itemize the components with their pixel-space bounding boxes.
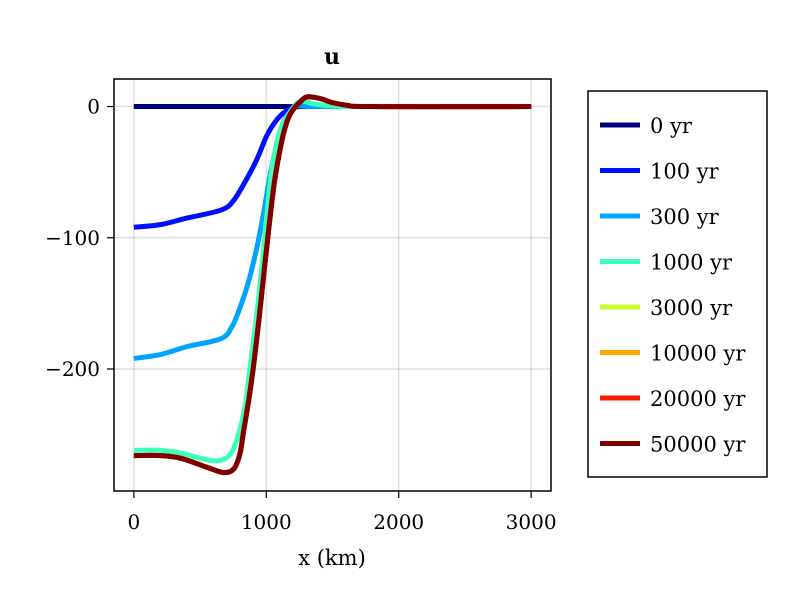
legend-label: 1000 yr [650, 251, 733, 275]
series-line-3000-yr [133, 94, 532, 476]
y-tick-label: −100 [45, 226, 100, 250]
series-line-50000-yr [133, 94, 532, 476]
y-tick-label: −200 [45, 357, 100, 381]
legend-box [587, 90, 768, 478]
series-line-20000-yr [133, 94, 532, 476]
series-line-100-yr [133, 103, 532, 230]
legend-label: 10000 yr [650, 342, 746, 366]
legend-label: 300 yr [650, 205, 720, 229]
series-line-300-yr [133, 101, 532, 361]
legend-label: 100 yr [650, 160, 720, 184]
chart-title: u [324, 44, 340, 70]
x-tick-label: 3000 [506, 510, 557, 534]
series-lines [133, 94, 532, 476]
x-tick-label: 1000 [241, 510, 292, 534]
series-line-10000-yr [133, 94, 532, 476]
legend-label: 20000 yr [650, 387, 746, 411]
legend-label: 3000 yr [650, 296, 733, 320]
series-line-1000-yr [133, 98, 532, 464]
x-tick-label: 2000 [373, 510, 424, 534]
legend-label: 50000 yr [650, 433, 746, 457]
axis-ticks: 0 1000 2000 3000 0 −100 −200 [45, 95, 557, 534]
plot-frame [113, 78, 552, 492]
legend-label: 0 yr [650, 114, 693, 138]
grid [114, 79, 551, 491]
legend: 0 yr 100 yr 300 yr 1000 yr 3000 yr 10000 yr 20… [600, 114, 746, 457]
x-tick-label: 0 [127, 510, 140, 534]
x-axis-label: x (km) [298, 546, 366, 570]
y-tick-label: 0 [87, 95, 100, 119]
